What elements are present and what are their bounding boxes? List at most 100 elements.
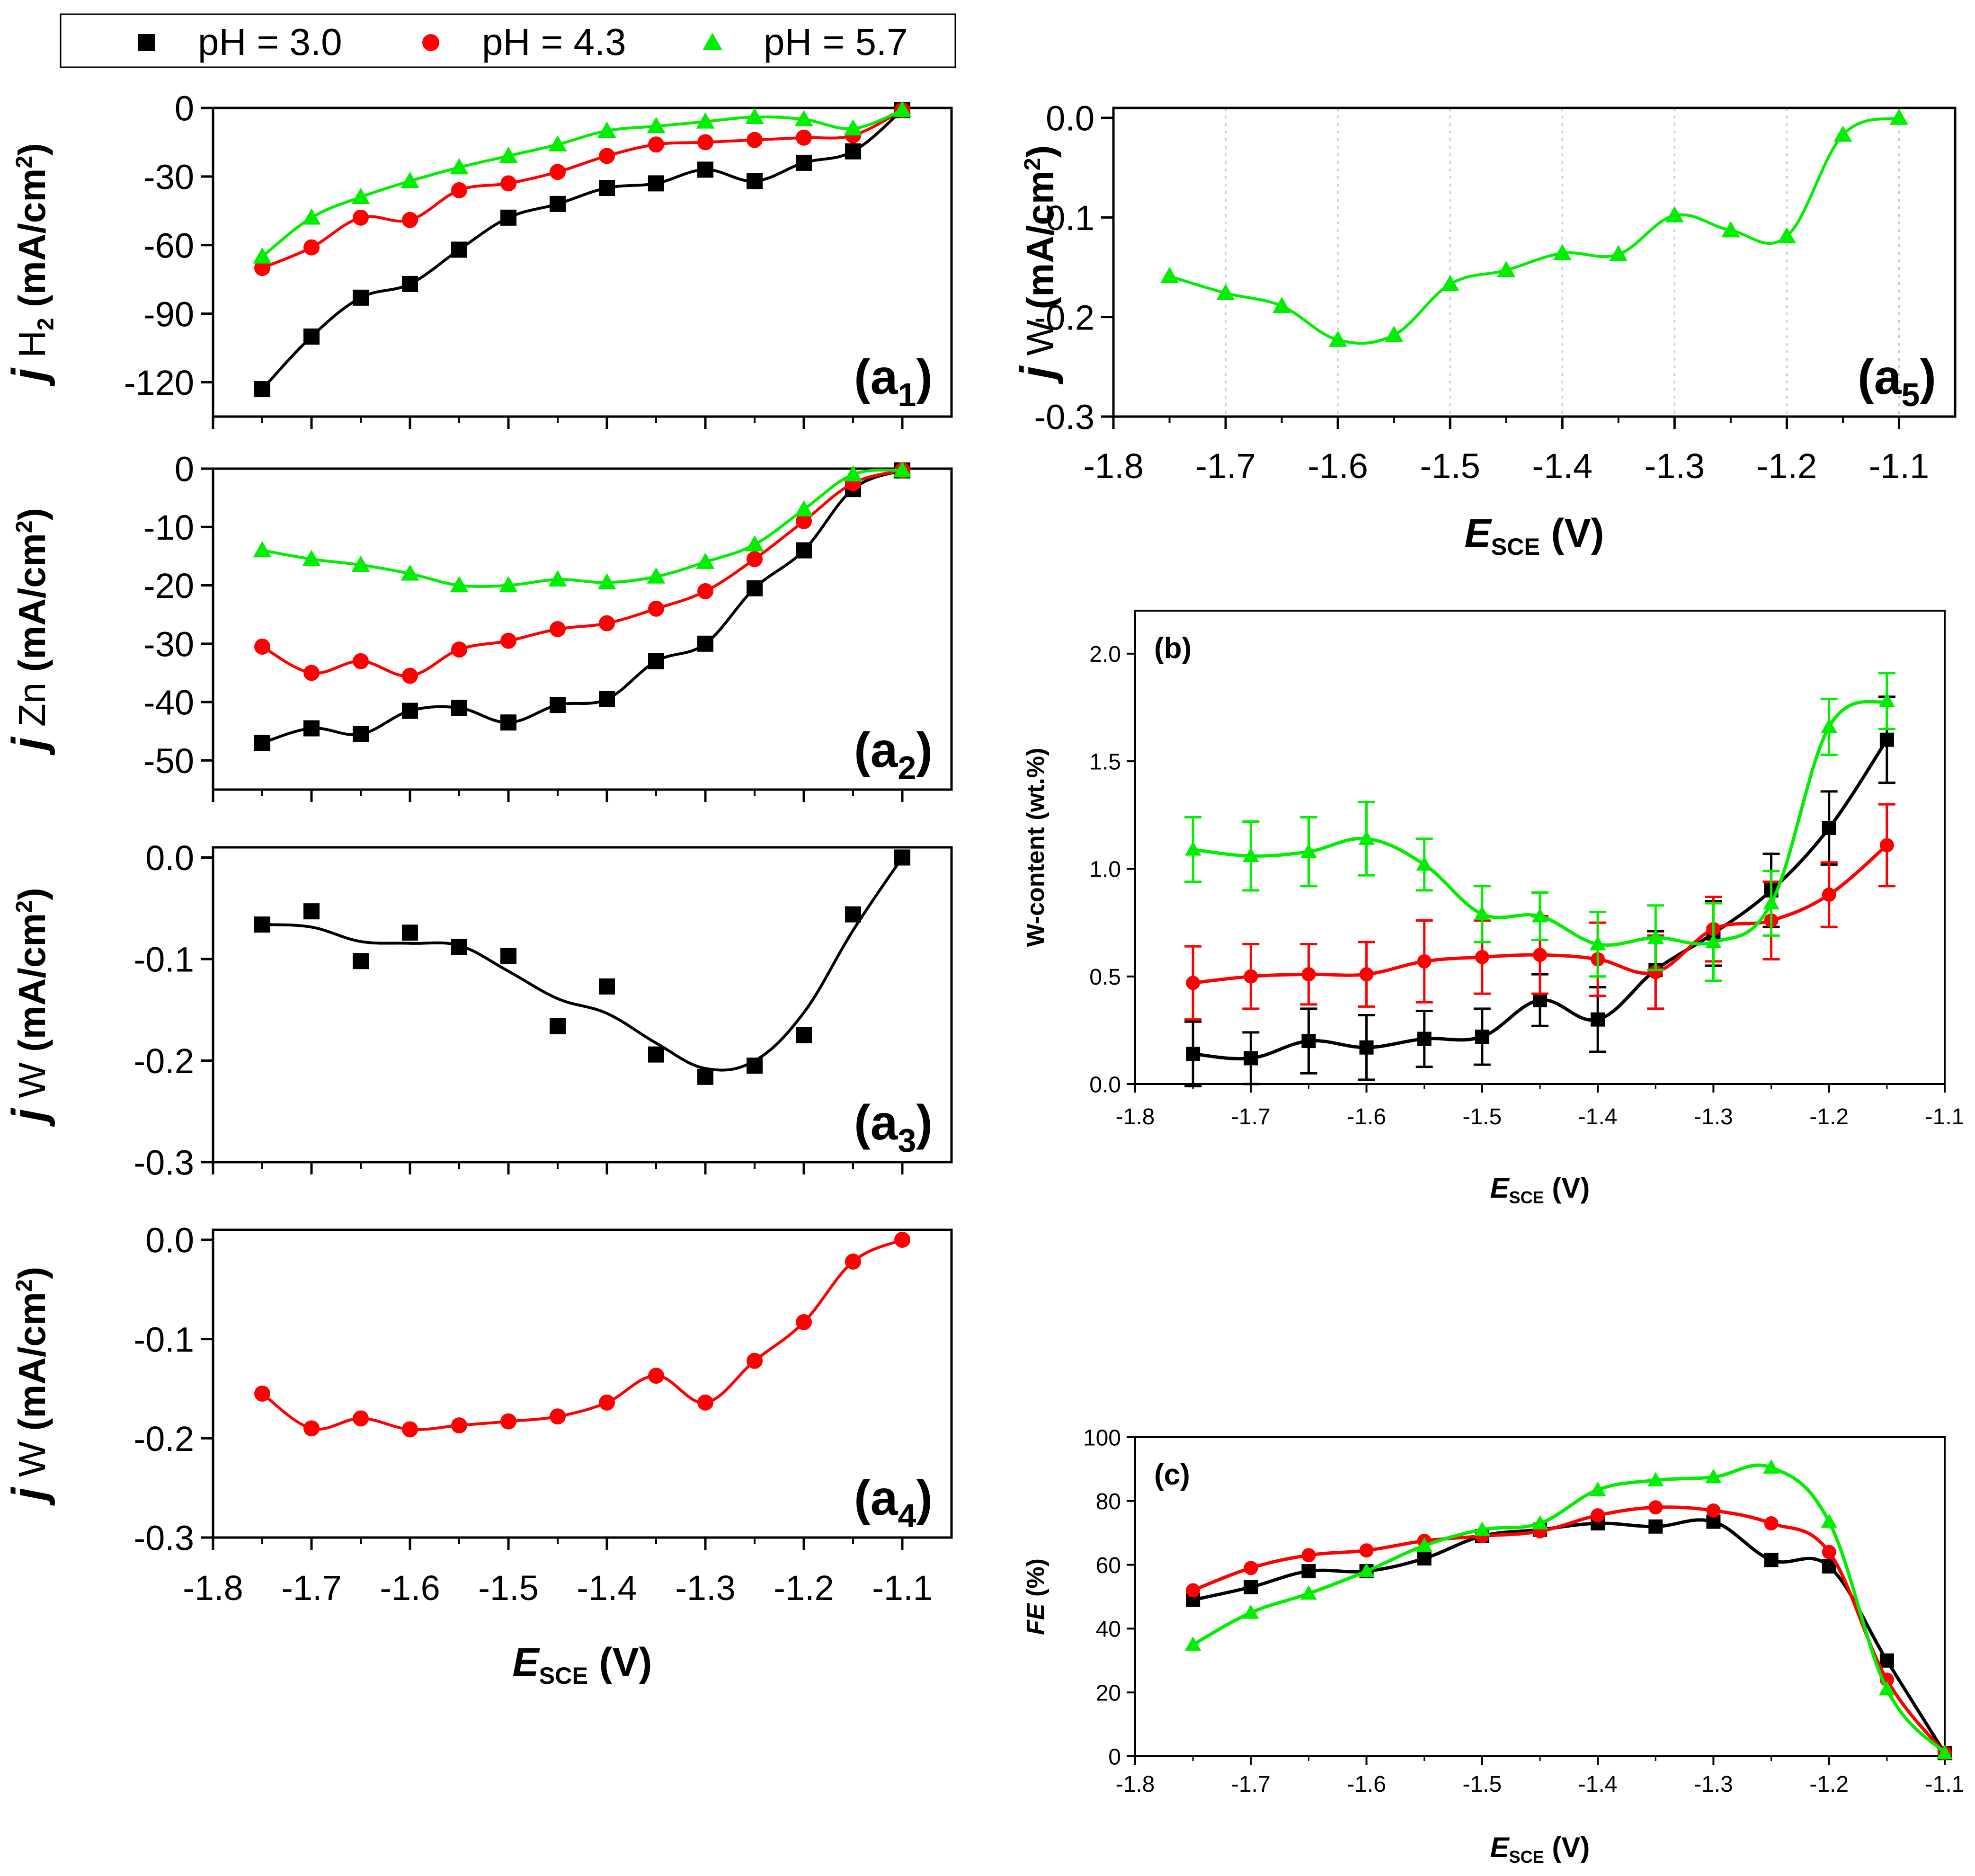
data-point	[1301, 1548, 1316, 1563]
data-point	[1533, 948, 1547, 962]
data-point	[845, 906, 861, 923]
data-point	[1705, 1469, 1722, 1484]
data-point	[353, 726, 369, 742]
data-point	[402, 702, 418, 719]
series-pH57	[253, 101, 912, 264]
data-point	[254, 260, 270, 276]
panel-b: 0.0 0.5 1.0 1.5 2.0 -1.8 -1.7 -1.6 -1.5 -1.4 -1.3 -…	[1022, 610, 1965, 1207]
data-point	[1833, 125, 1852, 142]
x-tick-label: -1.1	[1925, 1104, 1965, 1129]
data-point	[451, 641, 467, 658]
y-tick-label: -0.1	[133, 1320, 194, 1359]
data-point	[1821, 719, 1837, 733]
data-point	[1417, 1031, 1432, 1046]
y-tick-label: -0.1	[1034, 198, 1094, 238]
legend-label: pH = 5.7	[764, 21, 908, 63]
data-point	[500, 1413, 516, 1430]
y-tick-label: 0.0	[145, 838, 194, 878]
data-point	[1244, 1580, 1258, 1594]
data-point	[1186, 1047, 1201, 1061]
data-point	[747, 132, 763, 148]
data-point	[400, 564, 419, 581]
series-line	[262, 856, 904, 1072]
x-tick-label: -1.7	[1231, 1772, 1271, 1797]
data-point	[1244, 1051, 1258, 1066]
series-line	[261, 109, 903, 391]
data-point	[1417, 954, 1432, 969]
panel-a4: 0.0-0.1-0.2-0.3-1.8 -1.7 -1.6 -1.5 -1.4 -1.3-…	[2, 1221, 953, 1689]
data-point	[1647, 929, 1664, 944]
data-point	[1475, 950, 1489, 964]
panel-c: 0 20 40 60 80 100 -1.8 -1.7 -1.6 -1.5 -1.4 -1.3 -1.2…	[1022, 1425, 1964, 1867]
series-pH43	[254, 462, 910, 684]
y-tick-label: 0	[175, 450, 194, 489]
data-point	[1243, 1604, 1259, 1619]
x-tick-label: -1.2	[774, 1568, 834, 1608]
y-tick-label: -20	[143, 566, 194, 605]
x-tick-label: -1.5	[1462, 1772, 1502, 1797]
y-tick-label: -10	[143, 508, 194, 547]
data-point	[402, 212, 418, 228]
data-point	[1777, 227, 1796, 243]
data-point	[254, 1385, 270, 1402]
data-point	[1879, 838, 1894, 853]
y-tick-label: -0.1	[133, 940, 194, 979]
data-point	[697, 1394, 713, 1411]
data-point	[597, 573, 616, 590]
data-point	[747, 551, 763, 568]
data-point	[1665, 206, 1684, 222]
y-tick-label: -30	[143, 158, 194, 197]
data-point	[1531, 908, 1548, 923]
data-point	[500, 175, 516, 192]
x-tick-label: -1.8	[1116, 1104, 1155, 1129]
x-tick-label: -1.7	[281, 1568, 342, 1608]
data-point	[303, 1420, 320, 1437]
y-tick-label: -0.3	[133, 1143, 194, 1183]
y-tick-label: 2.0	[1089, 642, 1121, 667]
x-tick-label: -1.2	[1809, 1104, 1849, 1129]
legend-box	[60, 13, 956, 68]
data-point	[1821, 1513, 1837, 1528]
x-tick-label: -1.8	[183, 1568, 243, 1608]
data-point	[450, 576, 469, 593]
y-tick-label: 20	[1096, 1680, 1121, 1706]
data-point	[697, 1068, 713, 1085]
panel-label: (a4)	[854, 1471, 933, 1534]
data-point	[1721, 221, 1740, 238]
data-point	[550, 164, 566, 180]
x-tick-label: -1.2	[1809, 1772, 1849, 1797]
series-pH43	[254, 1231, 910, 1438]
data-point	[1216, 284, 1235, 300]
data-point	[254, 735, 270, 751]
data-point	[1648, 1500, 1663, 1515]
panel-a2: 0 -10 -20 -30 -40 -50 j Zn (mA/cm2) (a2)	[2, 450, 953, 802]
data-point	[1822, 1545, 1836, 1559]
data-point	[1879, 1653, 1894, 1668]
data-point	[747, 1352, 763, 1369]
data-point	[499, 576, 518, 593]
data-point	[500, 632, 516, 649]
data-point	[1647, 1472, 1664, 1486]
y-tick-label: 0.0	[1089, 1072, 1121, 1097]
data-point	[303, 903, 320, 920]
series-pH43	[1186, 1500, 1952, 1760]
data-point	[303, 328, 320, 345]
data-point	[1889, 108, 1909, 125]
data-point	[1591, 1508, 1605, 1523]
data-point	[402, 925, 418, 941]
x-tick-label: -1.4	[1532, 446, 1593, 486]
x-tick-label: -1.4	[577, 1568, 637, 1608]
data-point	[794, 110, 813, 126]
panel-a3: 0.0 -0.1 -0.2 -0.3 j W (mA/cm2) (a3)	[2, 838, 953, 1183]
data-point	[353, 653, 369, 669]
data-point	[402, 276, 418, 292]
data-point	[1160, 267, 1179, 284]
data-point	[550, 1018, 566, 1034]
x-tick-label: -1.6	[1347, 1772, 1386, 1797]
x-tick-label: -1.6	[1308, 446, 1368, 486]
data-point	[1186, 976, 1201, 990]
data-point	[597, 121, 616, 138]
data-point	[1358, 830, 1375, 845]
data-point	[450, 158, 469, 175]
data-point	[500, 209, 516, 226]
